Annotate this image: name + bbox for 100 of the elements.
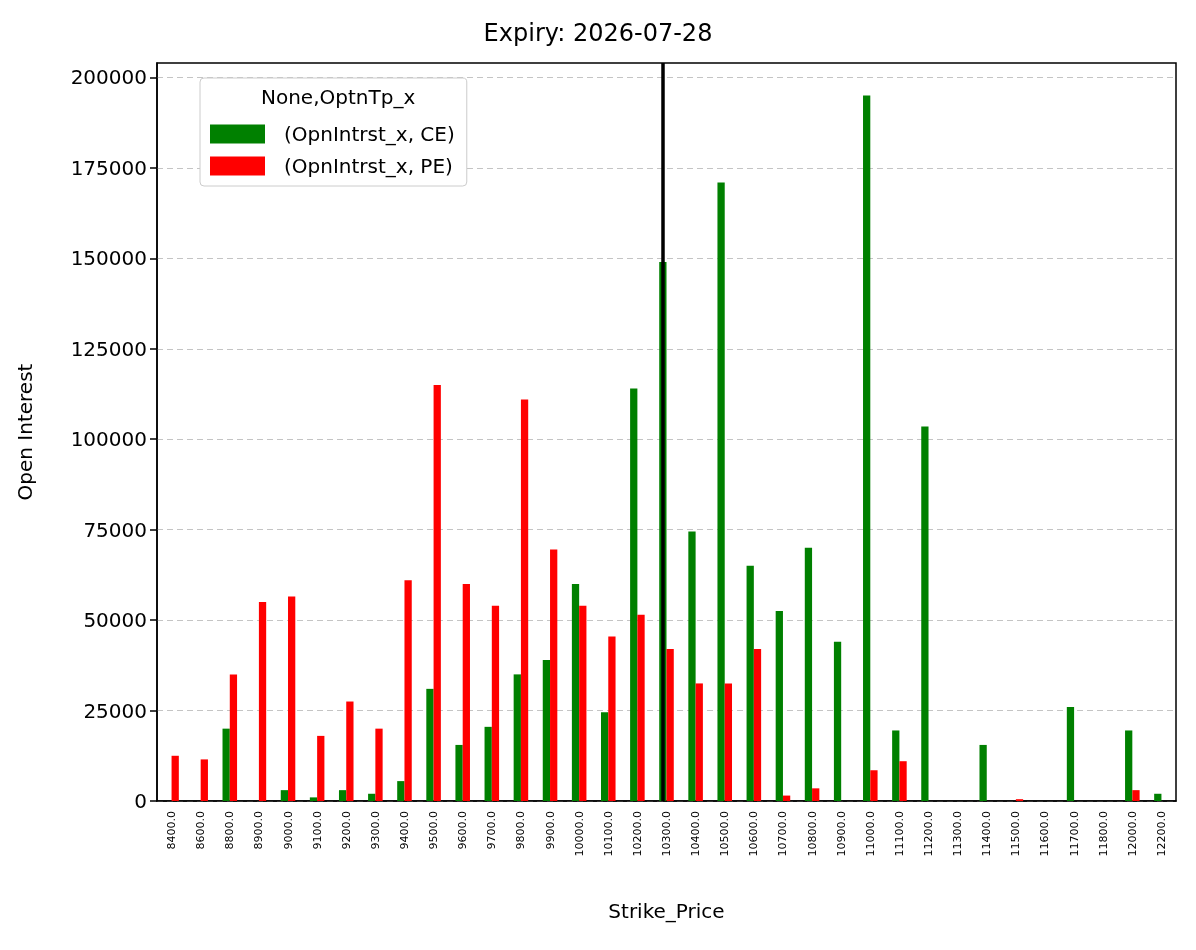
x-axis-title: Strike_Price [608,899,725,923]
bar [520,399,529,801]
bar [491,605,500,801]
x-tick-label: 8900.0 [252,811,266,850]
x-tick-label: 10000.0 [572,811,586,857]
x-tick-label: 11200.0 [922,811,936,857]
bar [229,674,238,801]
chart-title: Expiry: 2026-07-28 [483,19,713,47]
bar [338,790,347,801]
bar [921,426,929,801]
bar [462,583,470,801]
y-tick-label: 150000 [70,246,147,271]
x-tick-label: 11400.0 [980,811,994,857]
bar [550,549,558,801]
bar [513,674,521,801]
bar [426,688,434,801]
bar [317,735,325,801]
bar [397,781,405,801]
bar [455,744,463,801]
bar [1132,790,1140,801]
x-tick-label: 11700.0 [1067,811,1081,857]
bar [979,744,987,801]
x-tick-label: 9100.0 [310,811,324,850]
bar [368,793,376,801]
x-tick-label: 11600.0 [1038,811,1052,857]
bar [688,531,696,801]
y-tick-label: 25000 [83,698,147,723]
bar [717,182,725,801]
x-tick-label: 11500.0 [1009,811,1023,857]
x-tick-label: 10900.0 [834,811,848,857]
x-tick-label: 9000.0 [281,811,295,850]
x-tick-label: 8800.0 [223,811,237,850]
x-tick-label: 9500.0 [427,811,441,850]
y-tick-label: 200000 [70,65,147,90]
bar [666,649,674,801]
x-tick-label: 9600.0 [456,811,470,850]
bar [782,795,791,801]
bar [309,797,318,801]
x-tick-label: 11300.0 [951,811,965,857]
bar [630,388,638,801]
x-tick-label: 11100.0 [892,811,906,857]
bar [484,726,492,801]
bar [863,95,871,801]
bar [812,788,820,801]
bar [200,759,208,801]
bar [1154,793,1162,801]
bar [892,730,900,801]
y-tick-label: 100000 [70,427,147,452]
bar [600,712,609,801]
x-tick-label: 10600.0 [747,811,761,857]
bar [775,611,783,801]
bar [637,614,645,801]
x-tick-label: 11000.0 [863,811,877,857]
bar [280,790,289,801]
y-tick-label: 75000 [83,517,147,542]
bar [404,580,412,801]
x-tick-label: 12200.0 [1154,811,1168,857]
x-tick-label: 10400.0 [689,811,703,857]
bar [899,761,907,801]
bar [222,728,230,801]
x-tick-label: 9200.0 [339,811,353,850]
x-tick-label: 9400.0 [397,811,411,850]
y-tick-label: 50000 [83,608,147,633]
bar [804,547,813,801]
bar [870,770,878,801]
bar [542,659,551,801]
legend-label: (OpnIntrst_x, PE) [284,154,453,178]
legend-title: None,OptnTp_x [261,85,416,109]
x-tick-label: 10500.0 [718,811,732,857]
bar [695,683,703,801]
y-tick-label: 0 [134,789,147,813]
x-tick-label: 10300.0 [660,811,673,857]
x-tick-label: 12000.0 [1125,811,1139,857]
legend-label: (OpnIntrst_x, CE) [284,122,455,146]
x-tick-label: 9800.0 [514,811,528,850]
bar [1066,706,1075,801]
x-tick-label: 10100.0 [601,811,615,857]
x-tick-label: 8600.0 [194,811,208,850]
bar [288,596,296,801]
x-tick-label: 11800.0 [1096,811,1110,857]
x-tick-label: 10800.0 [805,811,819,857]
bar [724,683,733,801]
y-tick-label: 175000 [70,155,147,180]
bar [746,565,754,801]
x-tick-label: 9700.0 [485,811,499,850]
y-axis-title: Open Interest [13,363,37,501]
bar [571,583,580,801]
bar [753,649,762,801]
bar [608,636,616,801]
bar [375,728,383,801]
x-tick-label: 8400.0 [165,811,179,850]
bar [833,641,842,801]
bar [579,605,587,801]
bar [171,755,179,801]
x-tick-label: 9900.0 [543,811,557,850]
bar [346,701,354,801]
bar [1125,730,1133,801]
y-tick-label: 125000 [70,336,147,361]
bar [258,602,267,801]
x-tick-label: 10200.0 [630,811,644,857]
